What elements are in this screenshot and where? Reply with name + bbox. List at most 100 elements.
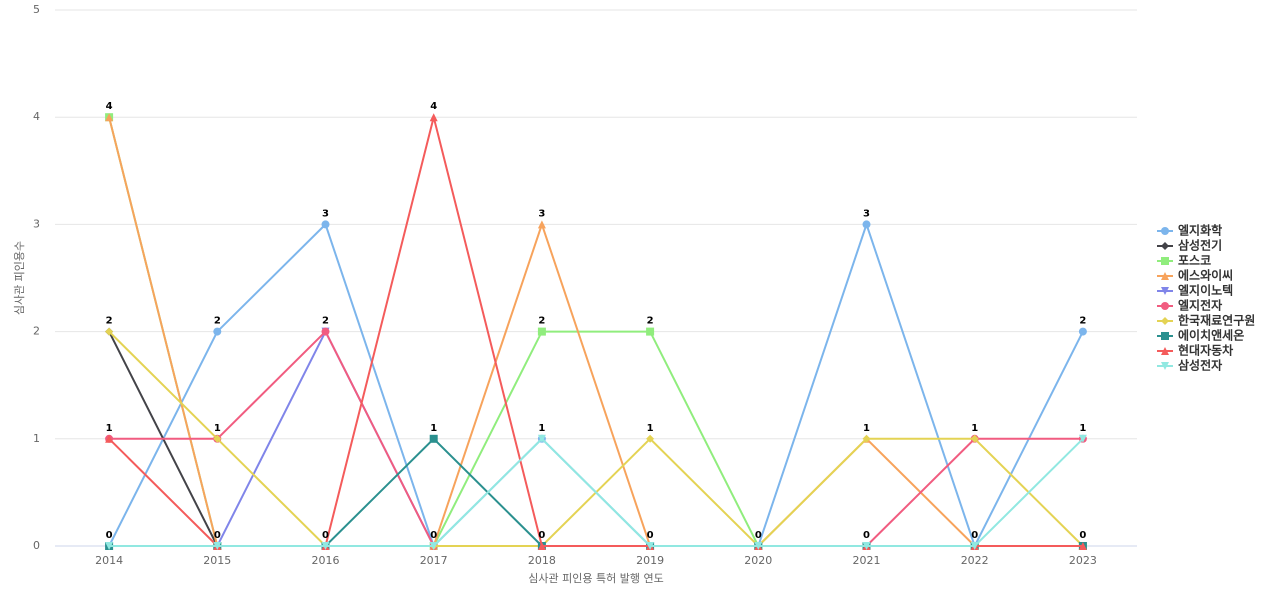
point — [429, 113, 438, 122]
point — [862, 220, 871, 229]
legend-marker — [1161, 272, 1169, 280]
series — [105, 434, 1087, 550]
legend-label: 에스와이씨 — [1178, 268, 1233, 283]
x-tick-label: 2016 — [312, 554, 340, 567]
point — [1078, 327, 1087, 336]
data-label: 2 — [322, 316, 329, 327]
point — [646, 542, 655, 550]
legend-marker — [1161, 227, 1169, 235]
x-axis-title: 심사관 피인용 특허 발행 연도 — [528, 572, 663, 585]
point — [862, 434, 871, 443]
legend-marker — [1161, 347, 1169, 355]
point — [537, 542, 546, 550]
legend-label: 한국재료연구원 — [1178, 313, 1255, 328]
x-tick-label: 2014 — [95, 554, 123, 567]
data-label: 2 — [106, 316, 113, 327]
data-label: 3 — [538, 208, 545, 219]
point — [862, 542, 871, 550]
point — [646, 434, 655, 443]
y-axis-title: 심사관 피인용수 — [13, 241, 26, 315]
point — [537, 327, 546, 336]
legend-marker — [1161, 332, 1169, 340]
x-tick-label: 2019 — [636, 554, 664, 567]
point — [105, 327, 114, 336]
legend-marker — [1161, 302, 1169, 310]
point — [105, 113, 114, 122]
x-tick-label: 2018 — [528, 554, 556, 567]
data-label: 1 — [971, 423, 978, 434]
data-label: 3 — [863, 208, 870, 219]
y-tick-label: 2 — [33, 325, 40, 338]
data-label: 1 — [1079, 423, 1086, 434]
point — [321, 542, 330, 550]
legend-label: 에이치앤세온 — [1178, 328, 1244, 343]
legend-marker — [1161, 287, 1169, 295]
legend-label: 엘지전자 — [1178, 298, 1222, 313]
legend-label: 삼성전자 — [1178, 358, 1222, 373]
data-label: 0 — [647, 530, 654, 541]
y-tick-label: 4 — [33, 110, 40, 123]
legend-marker — [1161, 362, 1169, 370]
data-label: 1 — [214, 423, 221, 434]
data-label: 0 — [863, 530, 870, 541]
point — [429, 434, 438, 443]
data-label: 0 — [1079, 530, 1086, 541]
legend-label: 삼성전기 — [1178, 238, 1222, 253]
data-label: 2 — [1079, 316, 1086, 327]
point — [213, 434, 222, 443]
data-label: 0 — [755, 530, 762, 541]
x-tick-label: 2015 — [203, 554, 231, 567]
point — [321, 327, 330, 336]
data-label: 0 — [430, 530, 437, 541]
data-label: 0 — [322, 530, 329, 541]
point — [537, 434, 546, 443]
point — [646, 327, 655, 336]
x-tick-label: 2023 — [1069, 554, 1097, 567]
data-label: 0 — [106, 530, 113, 541]
legend-marker — [1161, 257, 1169, 265]
data-label: 1 — [430, 423, 437, 434]
point — [970, 434, 979, 443]
data-label: 0 — [538, 530, 545, 541]
y-tick-label: 5 — [33, 3, 40, 16]
data-label: 1 — [106, 423, 113, 434]
point — [213, 542, 222, 550]
data-label: 0 — [214, 530, 221, 541]
data-label: 2 — [538, 316, 545, 327]
data-label: 0 — [971, 530, 978, 541]
x-tick-label: 2022 — [961, 554, 989, 567]
y-tick-label: 1 — [33, 432, 40, 445]
legend-label: 엘지화학 — [1178, 223, 1222, 238]
series-line — [109, 437, 1084, 547]
point — [105, 542, 114, 550]
data-label: 1 — [863, 423, 870, 434]
point — [105, 434, 114, 443]
data-label: 1 — [538, 423, 545, 434]
data-label: 3 — [322, 208, 329, 219]
data-label: 4 — [430, 101, 437, 112]
x-tick-label: 2017 — [420, 554, 448, 567]
y-tick-label: 3 — [33, 217, 40, 230]
point — [213, 327, 222, 336]
legend-marker — [1161, 317, 1169, 325]
data-label: 4 — [106, 101, 113, 112]
x-tick-label: 2020 — [744, 554, 772, 567]
legend-marker — [1161, 242, 1169, 250]
legend-label: 현대자동차 — [1178, 343, 1233, 358]
point — [1078, 542, 1087, 550]
point — [1078, 434, 1087, 443]
point — [429, 542, 438, 550]
legend-label: 엘지이노텍 — [1178, 283, 1233, 298]
y-tick-label: 0 — [33, 539, 40, 552]
legend-label: 포스코 — [1178, 254, 1211, 268]
x-tick-label: 2021 — [853, 554, 881, 567]
data-label: 2 — [647, 316, 654, 327]
point — [321, 220, 330, 229]
data-label: 2 — [214, 316, 221, 327]
point — [970, 542, 979, 550]
data-label: 1 — [647, 423, 654, 434]
point — [754, 542, 763, 550]
point — [537, 220, 546, 229]
